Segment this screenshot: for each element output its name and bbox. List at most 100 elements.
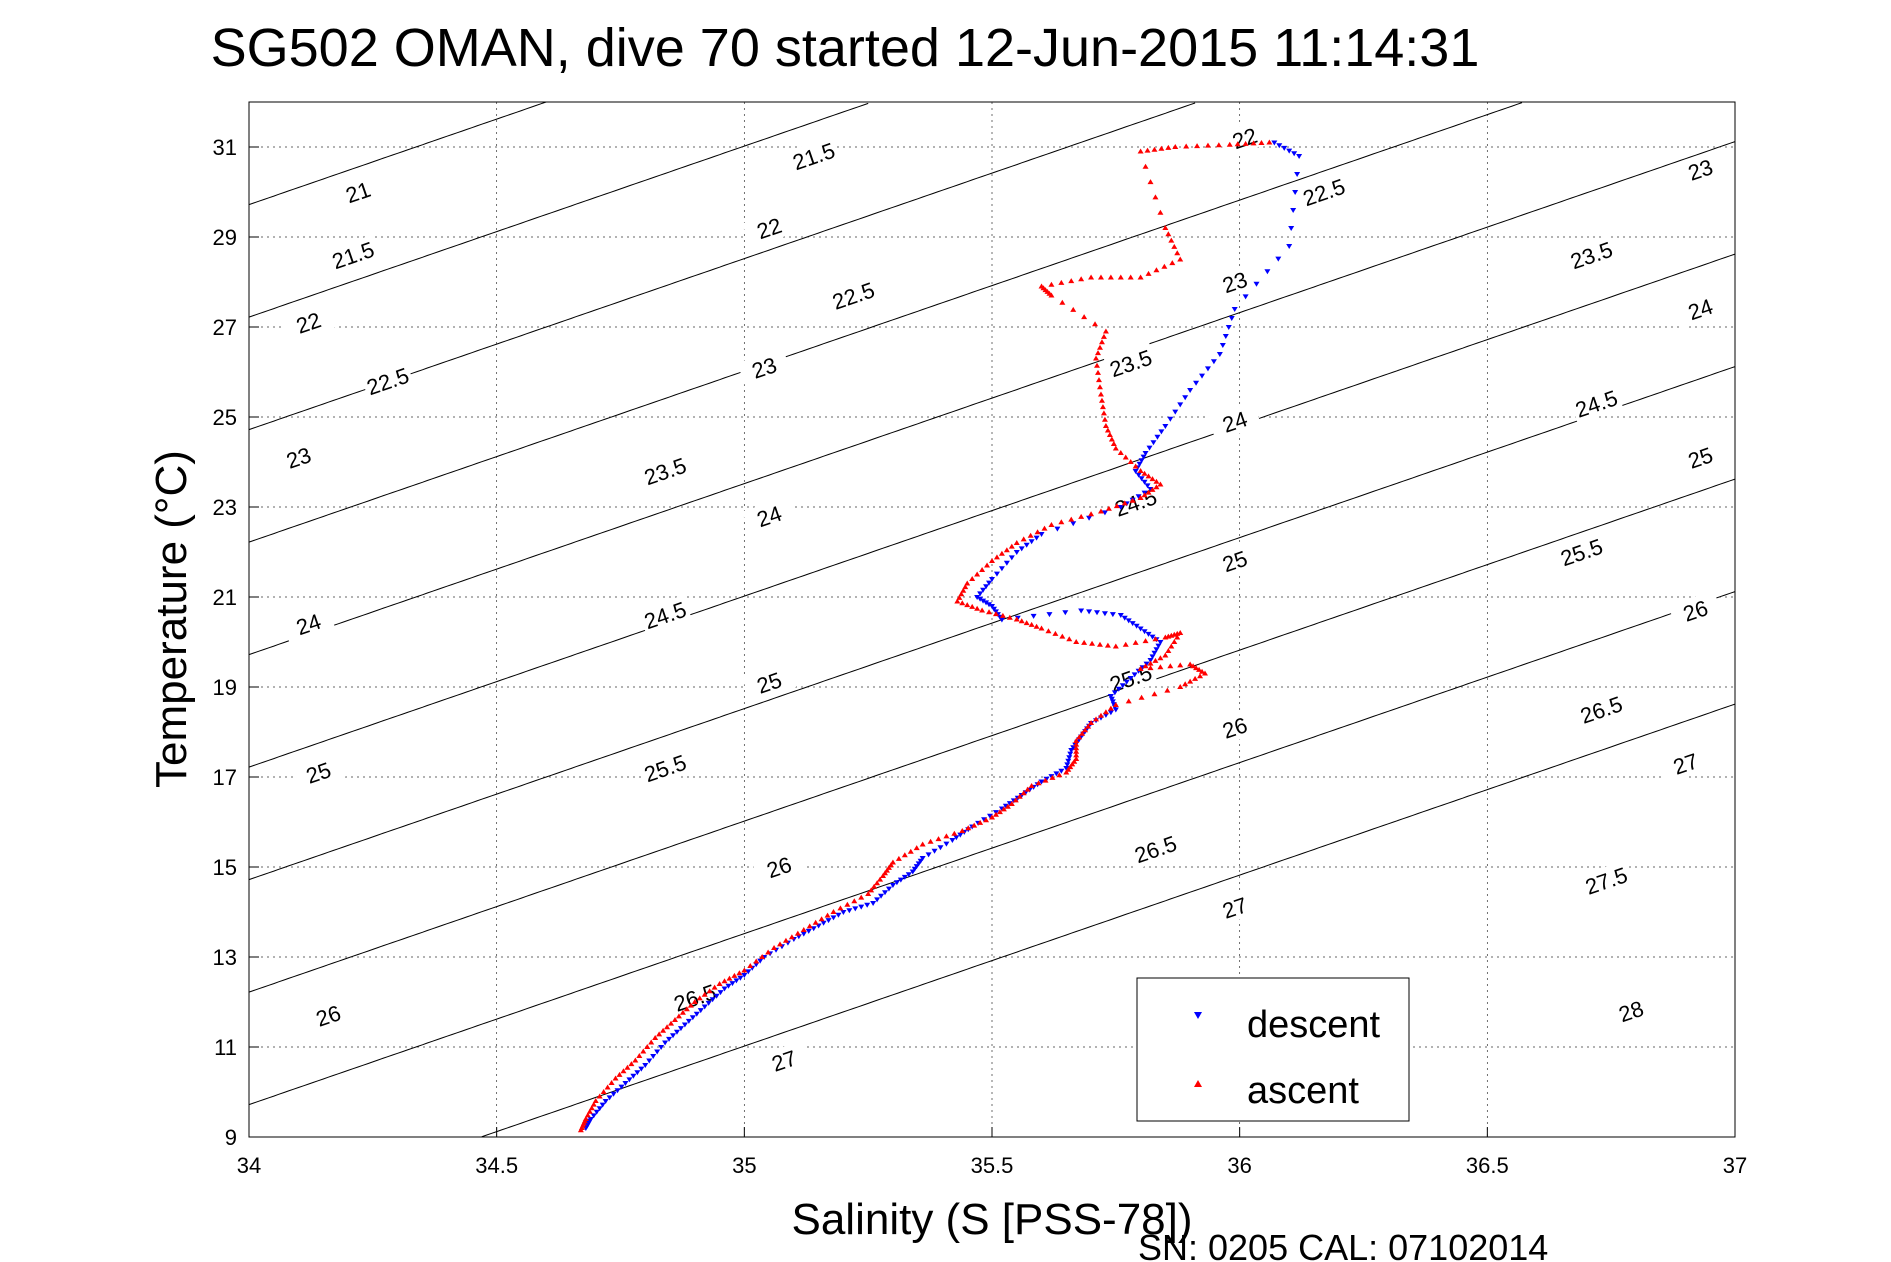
x-tick-label: 36 xyxy=(1227,1153,1251,1178)
ascent-point xyxy=(959,828,966,833)
y-tick-label: 21 xyxy=(213,585,237,610)
ascent-point xyxy=(818,916,825,922)
ascent-point xyxy=(632,1057,639,1063)
isopycnal-label: 23.5 xyxy=(1107,345,1156,383)
isopycnal-label-bg xyxy=(1128,828,1183,870)
isopycnal-label: 26.5 xyxy=(1577,691,1626,729)
isopycnal-label-bg xyxy=(1217,117,1272,159)
ascent-point xyxy=(1250,140,1257,146)
ascent-point xyxy=(1038,625,1045,631)
descent-point xyxy=(1288,226,1295,231)
descent-point xyxy=(1121,615,1128,621)
ascent-point xyxy=(1158,145,1165,151)
ascent-point xyxy=(895,855,902,861)
ascent-point xyxy=(1028,783,1035,788)
descent-point xyxy=(1135,472,1142,478)
ascent-point xyxy=(999,612,1006,618)
ascent-point xyxy=(1177,662,1184,668)
descent-point xyxy=(1157,640,1164,645)
ascent-point xyxy=(1157,664,1164,670)
ascent-point xyxy=(1127,459,1134,464)
descent-point xyxy=(800,931,807,937)
ascent-point xyxy=(765,949,772,955)
ascent-point xyxy=(586,1108,593,1114)
ascent-point xyxy=(1063,769,1070,775)
ascent-point xyxy=(1088,720,1095,725)
ascent-point xyxy=(1052,630,1059,636)
ascent-point xyxy=(706,988,713,994)
descent-point xyxy=(1119,683,1126,689)
ascent-point xyxy=(907,848,914,854)
isopycnal-label-bg xyxy=(638,747,693,789)
ascent-point xyxy=(679,1009,686,1015)
ascent-point xyxy=(731,972,738,978)
descent-point xyxy=(697,1008,704,1014)
isopycnal-label-bg xyxy=(326,234,380,276)
ascent-point xyxy=(1168,643,1175,649)
descent-point xyxy=(1101,510,1108,516)
ascent-point xyxy=(1165,144,1172,150)
isopycnal-label-bg xyxy=(1569,383,1624,424)
descent-point xyxy=(1053,771,1060,777)
ascent-point xyxy=(998,550,1005,556)
ascent-point xyxy=(1048,522,1055,527)
ascent-point xyxy=(964,580,971,586)
x-tick-label: 37 xyxy=(1723,1153,1747,1178)
descent-point xyxy=(1086,609,1093,615)
descent-point xyxy=(1231,307,1238,312)
descent-point xyxy=(670,1033,677,1039)
descent-point xyxy=(618,1084,625,1090)
ascent-point xyxy=(1145,473,1152,479)
ascent-point xyxy=(608,1080,615,1085)
ascent-point xyxy=(584,1112,591,1118)
descent-point xyxy=(1264,269,1271,275)
ascent-point xyxy=(628,1061,635,1067)
y-tick-label: 23 xyxy=(213,495,237,520)
ascent-point xyxy=(969,576,976,581)
isopycnal-label-bg xyxy=(1207,401,1262,442)
ascent-point xyxy=(1027,532,1034,538)
ascent-point xyxy=(868,887,875,893)
ascent-point xyxy=(1081,314,1088,320)
ascent-point xyxy=(812,919,819,925)
descent-point xyxy=(614,1088,621,1094)
ascent-point xyxy=(1141,470,1148,476)
isopycnal-label-bg xyxy=(1673,149,1728,190)
descent-point xyxy=(1141,629,1148,635)
ascent-point xyxy=(776,941,783,947)
ascent-point xyxy=(1020,790,1027,796)
ascent-point xyxy=(1258,139,1265,145)
ascent-point xyxy=(1070,306,1077,312)
ascent-point xyxy=(851,898,858,904)
descent-point xyxy=(630,1073,637,1079)
descent-point xyxy=(596,1106,603,1112)
ascent-point xyxy=(1165,648,1172,653)
isopycnal-label-bg xyxy=(1673,288,1728,330)
descent-point xyxy=(1018,546,1025,552)
ascent-point xyxy=(1110,441,1117,446)
descent-point xyxy=(805,928,812,934)
ascent-point xyxy=(1162,652,1169,658)
descent-point xyxy=(1028,539,1035,545)
series-layer xyxy=(577,139,1303,1133)
ascent-point xyxy=(1193,665,1200,671)
ascent-point xyxy=(794,930,801,936)
isopycnal-label: 22.5 xyxy=(364,363,413,401)
ascent-point xyxy=(1073,748,1080,754)
descent-point xyxy=(725,983,732,989)
ascent-point xyxy=(1132,463,1139,469)
ascent-point xyxy=(935,836,942,842)
descent-point xyxy=(911,866,918,872)
x-tick-label: 35 xyxy=(732,1153,756,1178)
descent-point xyxy=(957,832,964,838)
descent-point xyxy=(693,1011,700,1017)
ascent-point xyxy=(1215,142,1222,148)
ascent-point xyxy=(1112,445,1119,451)
isopycnal-label: 25.5 xyxy=(641,750,690,788)
ascent-point xyxy=(996,809,1003,815)
ascent-point xyxy=(1073,752,1080,758)
ascent-point xyxy=(1096,384,1103,390)
descent-point xyxy=(1129,621,1136,627)
ascent-point xyxy=(865,891,872,896)
ascent-point xyxy=(1013,616,1020,622)
